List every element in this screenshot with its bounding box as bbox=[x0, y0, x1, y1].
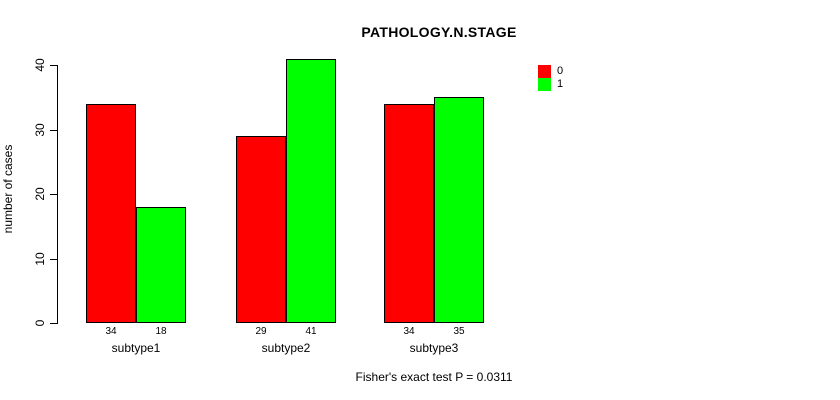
bar-value-label-subtype2-series0: 29 bbox=[255, 326, 267, 337]
y-tick-label-20: 20 bbox=[33, 187, 47, 201]
bar-value-label-subtype2-series1: 41 bbox=[305, 326, 317, 337]
bar-subtype2-series0 bbox=[236, 136, 286, 323]
bar-value-label-subtype3-series0: 34 bbox=[403, 326, 415, 337]
bar-subtype1-series1 bbox=[136, 207, 186, 323]
y-tick-0 bbox=[50, 323, 57, 324]
bar-value-label-subtype1-series0: 34 bbox=[105, 326, 117, 337]
bar-value-label-subtype1-series1: 18 bbox=[155, 326, 167, 337]
y-axis-line bbox=[57, 65, 58, 324]
legend-label-1: 1 bbox=[557, 78, 564, 90]
legend-item-1: 1 bbox=[538, 78, 563, 91]
legend-swatch-green bbox=[538, 78, 551, 91]
bar-subtype2-series1 bbox=[286, 59, 336, 323]
pvalue-annotation: Fisher's exact test P = 0.0311 bbox=[355, 370, 513, 384]
bar-subtype3-series0 bbox=[384, 104, 434, 323]
category-label-subtype2: subtype2 bbox=[261, 341, 311, 355]
chart-title: PATHOLOGY.N.STAGE bbox=[361, 24, 517, 40]
y-tick-label-10: 10 bbox=[33, 252, 47, 266]
y-tick-30 bbox=[50, 130, 57, 131]
category-label-subtype3: subtype3 bbox=[409, 341, 459, 355]
y-tick-label-40: 40 bbox=[33, 58, 47, 72]
legend: 0 1 bbox=[538, 65, 563, 91]
bar-subtype1-series0 bbox=[86, 104, 136, 323]
legend-swatch-red bbox=[538, 65, 551, 78]
y-tick-20 bbox=[50, 194, 57, 195]
y-tick-label-0: 0 bbox=[33, 319, 47, 327]
legend-item-0: 0 bbox=[538, 65, 563, 78]
y-tick-40 bbox=[50, 65, 57, 66]
y-axis-title: number of cases bbox=[1, 144, 15, 234]
bar-value-label-subtype3-series1: 35 bbox=[453, 326, 465, 337]
y-tick-label-30: 30 bbox=[33, 123, 47, 137]
legend-label-0: 0 bbox=[557, 65, 564, 77]
bar-subtype3-series1 bbox=[434, 97, 484, 323]
category-label-subtype1: subtype1 bbox=[111, 341, 161, 355]
y-tick-10 bbox=[50, 259, 57, 260]
